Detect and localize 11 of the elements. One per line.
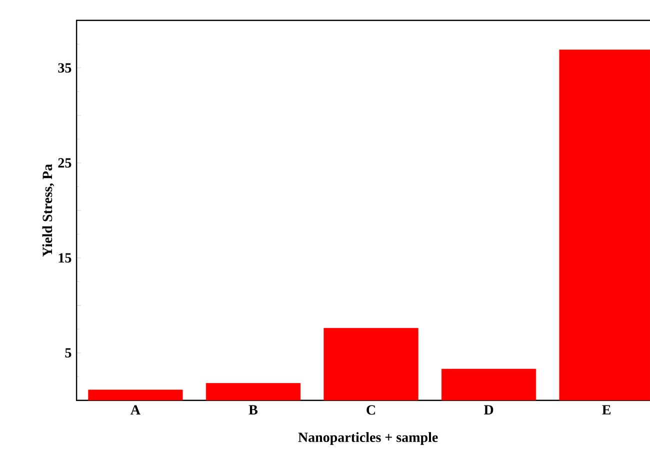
y-tick-label: 25 — [58, 158, 72, 168]
y-tick-label: 5 — [65, 348, 72, 358]
x-tick-label: B — [248, 405, 258, 414]
y-axis-title: Yield Stress, Pa — [42, 164, 54, 257]
y-tick-label: 15 — [58, 253, 72, 263]
x-axis-title: Nanoparticles + sample — [298, 432, 438, 445]
y-tick-label: 35 — [58, 63, 72, 73]
x-tick-label: E — [602, 405, 611, 414]
x-tick-label: C — [366, 405, 375, 415]
x-tick-label: D — [484, 405, 494, 414]
x-tick-label: A — [130, 405, 140, 414]
